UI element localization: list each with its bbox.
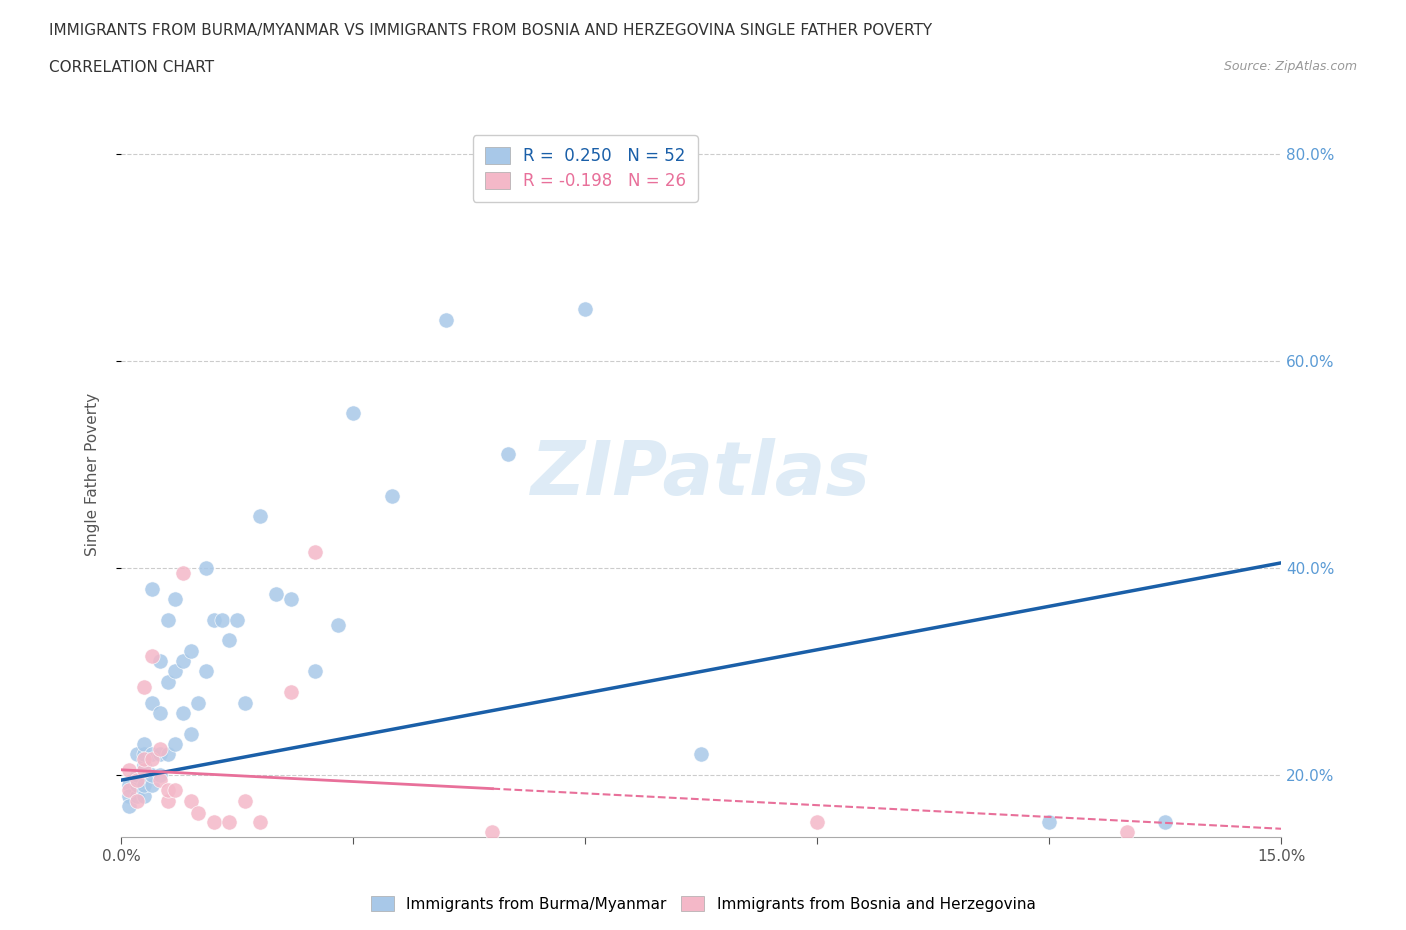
- Point: [280, 591, 302, 606]
- Text: ZIPatlas: ZIPatlas: [531, 438, 872, 512]
- Point: [156, 783, 179, 798]
- Point: [233, 793, 256, 808]
- Point: [304, 664, 326, 679]
- Legend: Immigrants from Burma/Myanmar, Immigrants from Bosnia and Herzegovina: Immigrants from Burma/Myanmar, Immigrant…: [364, 889, 1042, 918]
- Point: [118, 763, 141, 777]
- Point: [149, 773, 172, 788]
- Point: [264, 587, 287, 602]
- Point: [156, 674, 179, 689]
- Point: [180, 726, 202, 741]
- Point: [125, 793, 148, 808]
- Point: [165, 783, 187, 798]
- Point: [149, 767, 172, 782]
- Y-axis label: Single Father Poverty: Single Father Poverty: [86, 393, 100, 556]
- Point: [249, 509, 271, 524]
- Point: [195, 664, 218, 679]
- Point: [202, 814, 225, 829]
- Point: [806, 814, 828, 829]
- Point: [249, 814, 271, 829]
- Point: [134, 777, 156, 792]
- Point: [304, 545, 326, 560]
- Point: [202, 612, 225, 627]
- Point: [342, 405, 364, 420]
- Point: [149, 747, 172, 762]
- Point: [141, 695, 163, 710]
- Text: CORRELATION CHART: CORRELATION CHART: [49, 60, 214, 75]
- Point: [125, 789, 148, 804]
- Point: [125, 747, 148, 762]
- Legend: R =  0.250   N = 52, R = -0.198   N = 26: R = 0.250 N = 52, R = -0.198 N = 26: [472, 136, 697, 202]
- Point: [326, 618, 349, 632]
- Point: [233, 695, 256, 710]
- Point: [280, 684, 302, 699]
- Point: [165, 737, 187, 751]
- Point: [125, 767, 148, 782]
- Point: [156, 793, 179, 808]
- Point: [1115, 824, 1137, 839]
- Point: [134, 752, 156, 767]
- Point: [481, 824, 503, 839]
- Point: [574, 302, 596, 317]
- Point: [141, 648, 163, 663]
- Point: [172, 565, 194, 580]
- Point: [134, 757, 156, 772]
- Text: Source: ZipAtlas.com: Source: ZipAtlas.com: [1223, 60, 1357, 73]
- Point: [187, 695, 209, 710]
- Point: [195, 561, 218, 576]
- Point: [381, 488, 404, 503]
- Point: [118, 777, 141, 792]
- Point: [434, 312, 457, 327]
- Point: [218, 633, 240, 648]
- Point: [187, 805, 209, 820]
- Point: [118, 789, 141, 804]
- Point: [134, 747, 156, 762]
- Point: [226, 612, 249, 627]
- Point: [141, 777, 163, 792]
- Point: [172, 654, 194, 669]
- Point: [496, 446, 519, 461]
- Point: [165, 664, 187, 679]
- Point: [180, 644, 202, 658]
- Point: [141, 767, 163, 782]
- Point: [118, 783, 141, 798]
- Point: [1154, 814, 1177, 829]
- Text: IMMIGRANTS FROM BURMA/MYANMAR VS IMMIGRANTS FROM BOSNIA AND HERZEGOVINA SINGLE F: IMMIGRANTS FROM BURMA/MYANMAR VS IMMIGRA…: [49, 23, 932, 38]
- Point: [211, 612, 233, 627]
- Point: [149, 654, 172, 669]
- Point: [134, 763, 156, 777]
- Point: [141, 747, 163, 762]
- Point: [165, 591, 187, 606]
- Point: [156, 612, 179, 627]
- Point: [149, 706, 172, 721]
- Point: [141, 752, 163, 767]
- Point: [125, 777, 148, 792]
- Point: [118, 799, 141, 814]
- Point: [141, 581, 163, 596]
- Point: [134, 737, 156, 751]
- Point: [690, 747, 713, 762]
- Point: [134, 680, 156, 695]
- Point: [156, 747, 179, 762]
- Point: [149, 741, 172, 756]
- Point: [172, 706, 194, 721]
- Point: [218, 814, 240, 829]
- Point: [180, 793, 202, 808]
- Point: [1038, 814, 1060, 829]
- Point: [125, 773, 148, 788]
- Point: [134, 789, 156, 804]
